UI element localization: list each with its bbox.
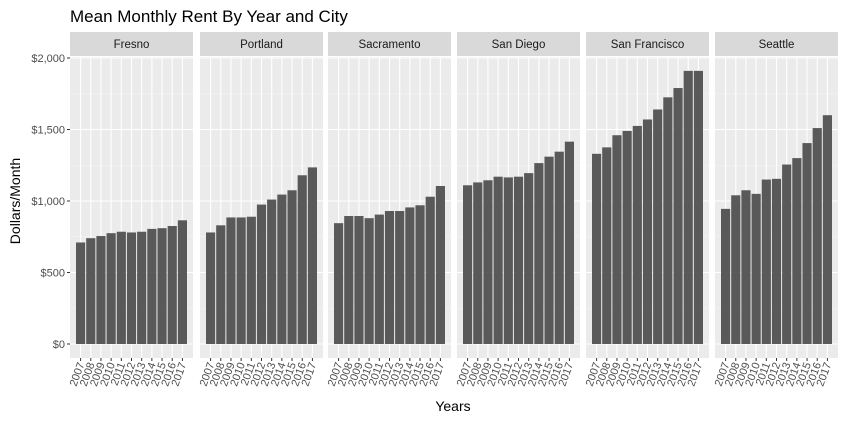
- facet-panel: San Francisco200720082009201020112012201…: [584, 32, 709, 388]
- bar: [592, 153, 602, 344]
- bar: [256, 204, 267, 344]
- facet-strip: [328, 32, 451, 56]
- bar: [564, 141, 574, 344]
- bar: [106, 233, 116, 344]
- bar: [157, 228, 167, 344]
- bar: [86, 238, 96, 344]
- y-tick-label: $2,000: [31, 53, 65, 65]
- bar: [147, 228, 157, 344]
- bar: [297, 175, 307, 344]
- bar: [246, 216, 256, 344]
- facet-panel: Portland20072008200920102011201220132014…: [198, 32, 323, 388]
- facet-strip-label: Seattle: [759, 39, 795, 51]
- y-tick-label: $500: [41, 268, 65, 280]
- bar: [822, 115, 832, 344]
- bar: [544, 156, 554, 344]
- bar: [792, 158, 802, 344]
- bar: [673, 88, 683, 344]
- bar: [425, 196, 435, 344]
- facet-strip: [715, 32, 838, 56]
- bar: [751, 193, 761, 344]
- bar: [177, 220, 187, 344]
- bar: [741, 190, 751, 344]
- bar: [782, 164, 792, 344]
- facet-strip-label: San Diego: [492, 39, 546, 51]
- bar: [812, 128, 822, 344]
- bar: [364, 218, 374, 344]
- bar: [463, 185, 473, 344]
- bar: [277, 194, 287, 344]
- bar: [226, 217, 236, 344]
- bar: [116, 231, 126, 344]
- facet-strip-label: Sacramento: [358, 39, 420, 51]
- facet-strip: [586, 32, 709, 56]
- bar: [236, 217, 246, 344]
- x-axis-title: Years: [435, 398, 470, 414]
- bar: [513, 176, 524, 344]
- y-axis: $0 $500 $1,000 $1,500 $2,000: [31, 53, 70, 351]
- bar: [435, 185, 445, 344]
- bar: [483, 180, 493, 344]
- bar: [622, 130, 632, 344]
- facet-strip-label: Fresno: [114, 39, 150, 51]
- bar: [721, 208, 731, 344]
- bar: [334, 223, 344, 344]
- bar: [683, 70, 693, 345]
- bar: [653, 109, 663, 344]
- bar: [395, 211, 405, 344]
- facet-panels: Fresno2007200820092010201120122013201420…: [68, 32, 838, 388]
- facet-panel: San Diego2007200820092010201120122013201…: [455, 32, 580, 388]
- bar: [374, 214, 384, 344]
- bar: [216, 225, 226, 344]
- bar: [405, 207, 415, 344]
- y-tick-label: $1,000: [31, 196, 65, 208]
- bar: [137, 231, 147, 344]
- bar: [287, 190, 297, 344]
- facet-strip: [457, 32, 580, 56]
- facet-panel: Seattle200720082009201020112012201320142…: [713, 32, 838, 388]
- bar: [612, 135, 622, 344]
- bar: [503, 177, 513, 344]
- bar: [771, 178, 782, 344]
- bar: [663, 97, 673, 344]
- bar: [344, 216, 354, 344]
- bar: [76, 242, 86, 344]
- bar: [554, 151, 564, 344]
- facet-strip-label: Portland: [240, 39, 283, 51]
- bar: [802, 143, 812, 344]
- bar: [384, 211, 395, 344]
- facet-panel: Fresno2007200820092010201120122013201420…: [68, 32, 193, 388]
- bar: [642, 119, 653, 345]
- bar: [473, 182, 483, 344]
- facet-strip-label: San Francisco: [611, 39, 685, 51]
- bar: [761, 179, 771, 344]
- bar: [415, 205, 425, 344]
- bar: [354, 216, 364, 344]
- facet-strip: [200, 32, 323, 56]
- y-tick-label: $0: [53, 339, 65, 351]
- bar: [206, 232, 216, 344]
- y-tick-label: $1,500: [31, 125, 65, 137]
- bar: [167, 226, 177, 344]
- bar: [534, 163, 544, 344]
- bar: [731, 195, 741, 344]
- bar: [602, 147, 612, 344]
- bar: [307, 167, 317, 344]
- bar: [524, 173, 534, 344]
- bar: [126, 232, 137, 344]
- bar: [693, 70, 703, 345]
- bar: [632, 125, 642, 344]
- bar: [493, 176, 503, 344]
- facet-strip: [70, 32, 193, 56]
- y-axis-title: Dollars/Month: [7, 158, 23, 244]
- chart-title: Mean Monthly Rent By Year and City: [70, 7, 348, 26]
- bar: [267, 199, 277, 344]
- bar: [96, 236, 106, 344]
- facet-panel: Sacramento200720082009201020112012201320…: [326, 32, 451, 388]
